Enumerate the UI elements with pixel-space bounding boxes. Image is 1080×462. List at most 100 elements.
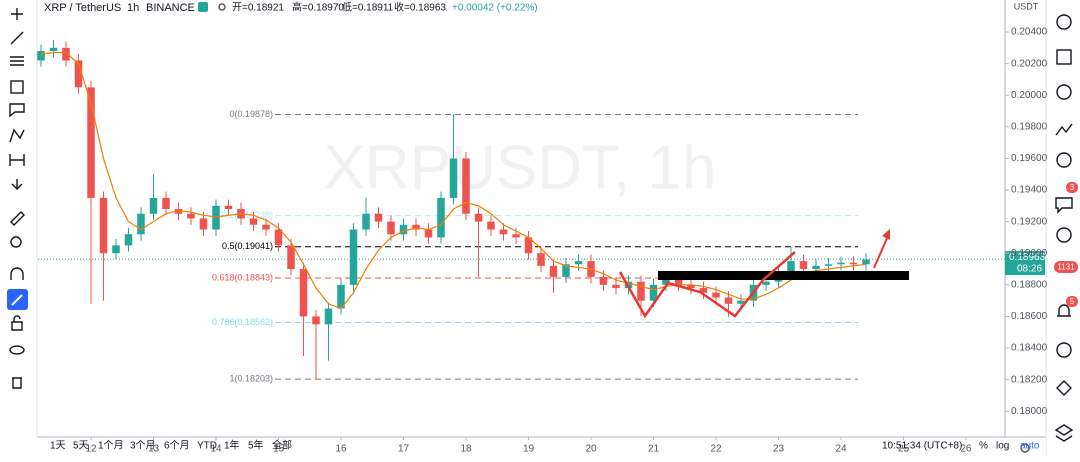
shape-tool[interactable] [10,80,24,94]
x-tick-label: 23 [773,444,785,455]
hide-tool[interactable] [9,345,25,355]
candle-body [124,234,133,246]
candle-body [799,261,808,270]
candle-body [612,284,620,288]
x-tick-label: 20 [585,444,597,455]
visibility-icon[interactable] [218,3,226,11]
alarm-icon[interactable] [1056,14,1072,30]
range-button[interactable]: 全部 [272,439,292,452]
x-tick-label: 22 [710,444,722,455]
ohlc-low: 低=0.18911 [342,1,394,14]
range-button[interactable]: 5天 [73,441,89,452]
interval[interactable]: 1h [127,2,139,14]
badge-text: 5 [1070,297,1075,306]
x-tick-label: 16 [335,444,347,455]
y-tick-label: 0.19000 [1011,248,1048,259]
candle-body [112,245,120,254]
moving-average [40,51,867,310]
pencil-icon [11,294,23,306]
trend-line-tool[interactable] [10,31,24,45]
hotlist-icon[interactable] [1055,123,1073,136]
ohlc-close: 收=0.18963 [394,1,446,14]
ohlc-change: +0.00042 (+0.22%) [452,3,538,14]
range-button[interactable]: YTD [197,441,217,452]
candle-body [187,213,195,219]
candle-body [574,261,583,265]
x-tick-label: 14 [210,444,222,455]
x-tick-label: 24 [835,444,847,455]
y-tick-label: 0.18000 [1011,406,1048,417]
candle-body [362,213,370,230]
x-tick-label: 12 [85,444,97,455]
support-zone[interactable] [658,271,909,280]
candle-body [299,269,308,317]
scale-option[interactable]: % [979,441,988,452]
y-tick-label: 0.18400 [1011,343,1048,354]
text-tool[interactable] [9,103,25,118]
candle-body [462,158,470,214]
range-button[interactable]: 3个月 [130,440,156,452]
y-tick-label: 0.19200 [1011,216,1048,227]
x-tick-label: 26 [960,444,972,455]
pattern-tool[interactable] [9,128,25,143]
y-tick-label: 0.18200 [1011,374,1048,385]
y-tick-label: 0.20400 [1011,27,1048,38]
candle-body [762,281,770,285]
candle-body [274,229,283,246]
clock: 10:51:34 (UTC+8) [882,441,962,452]
candle-body [74,60,83,88]
help-icon[interactable] [1056,380,1072,396]
data-icon[interactable] [1056,84,1072,100]
candle-body [499,229,508,235]
streams-icon[interactable] [1056,342,1072,358]
arrow-drawing[interactable] [873,235,889,269]
y-tick-label: 0.18600 [1011,311,1048,322]
fib-label: 0.786(0.18562) [212,317,273,327]
range-button[interactable]: 1年 [224,439,240,452]
candle-body [262,224,270,230]
range-button[interactable]: 1个月 [98,440,124,452]
range-button[interactable]: 5年 [248,439,264,452]
x-tick-label: 21 [648,444,660,455]
candle-body [824,264,833,266]
scale-option[interactable]: auto [1020,441,1040,452]
candle-body [737,300,745,304]
layers-icon[interactable] [1054,424,1074,442]
status-icon [198,2,208,12]
x-tick-label: 17 [398,444,410,455]
candle-body [349,229,358,285]
zoom-tool[interactable] [10,236,22,248]
ruler-tool[interactable] [10,211,25,226]
ideas-icon[interactable] [1056,227,1072,243]
fib-tool[interactable] [10,56,24,66]
candle-body [212,205,220,230]
symbol[interactable]: XRP / TetherUS [44,2,121,14]
ohlc-open: 开=0.18921 [232,3,284,14]
watchlist-icon[interactable] [1056,49,1072,65]
scale-option[interactable]: log [996,441,1009,452]
x-tick-label: 13 [148,444,160,455]
candle-body [424,229,433,238]
candle-body [862,259,870,265]
chat-icon[interactable] [1055,197,1073,214]
magnet-tool[interactable] [10,267,24,280]
pattern-drawing[interactable] [618,251,796,319]
calendar-icon[interactable] [1056,152,1072,168]
left-toolbar [7,8,28,389]
delete-tool[interactable] [12,377,22,389]
x-tick-label: 15 [273,444,285,455]
notifications-icon[interactable] [1057,304,1071,317]
settings-icon[interactable] [1020,443,1030,453]
range-button[interactable]: 1天 [50,441,66,452]
range-button[interactable]: 6个月 [164,440,190,452]
measure-tool[interactable] [9,154,25,166]
lock-tool[interactable] [11,315,23,331]
candle-body [99,197,108,254]
crosshair-tool[interactable] [11,8,23,20]
more-tools[interactable] [11,179,23,190]
candle-body [374,213,383,222]
user-drawings [618,229,909,319]
candle-body [837,262,845,265]
candle-body [87,87,95,198]
